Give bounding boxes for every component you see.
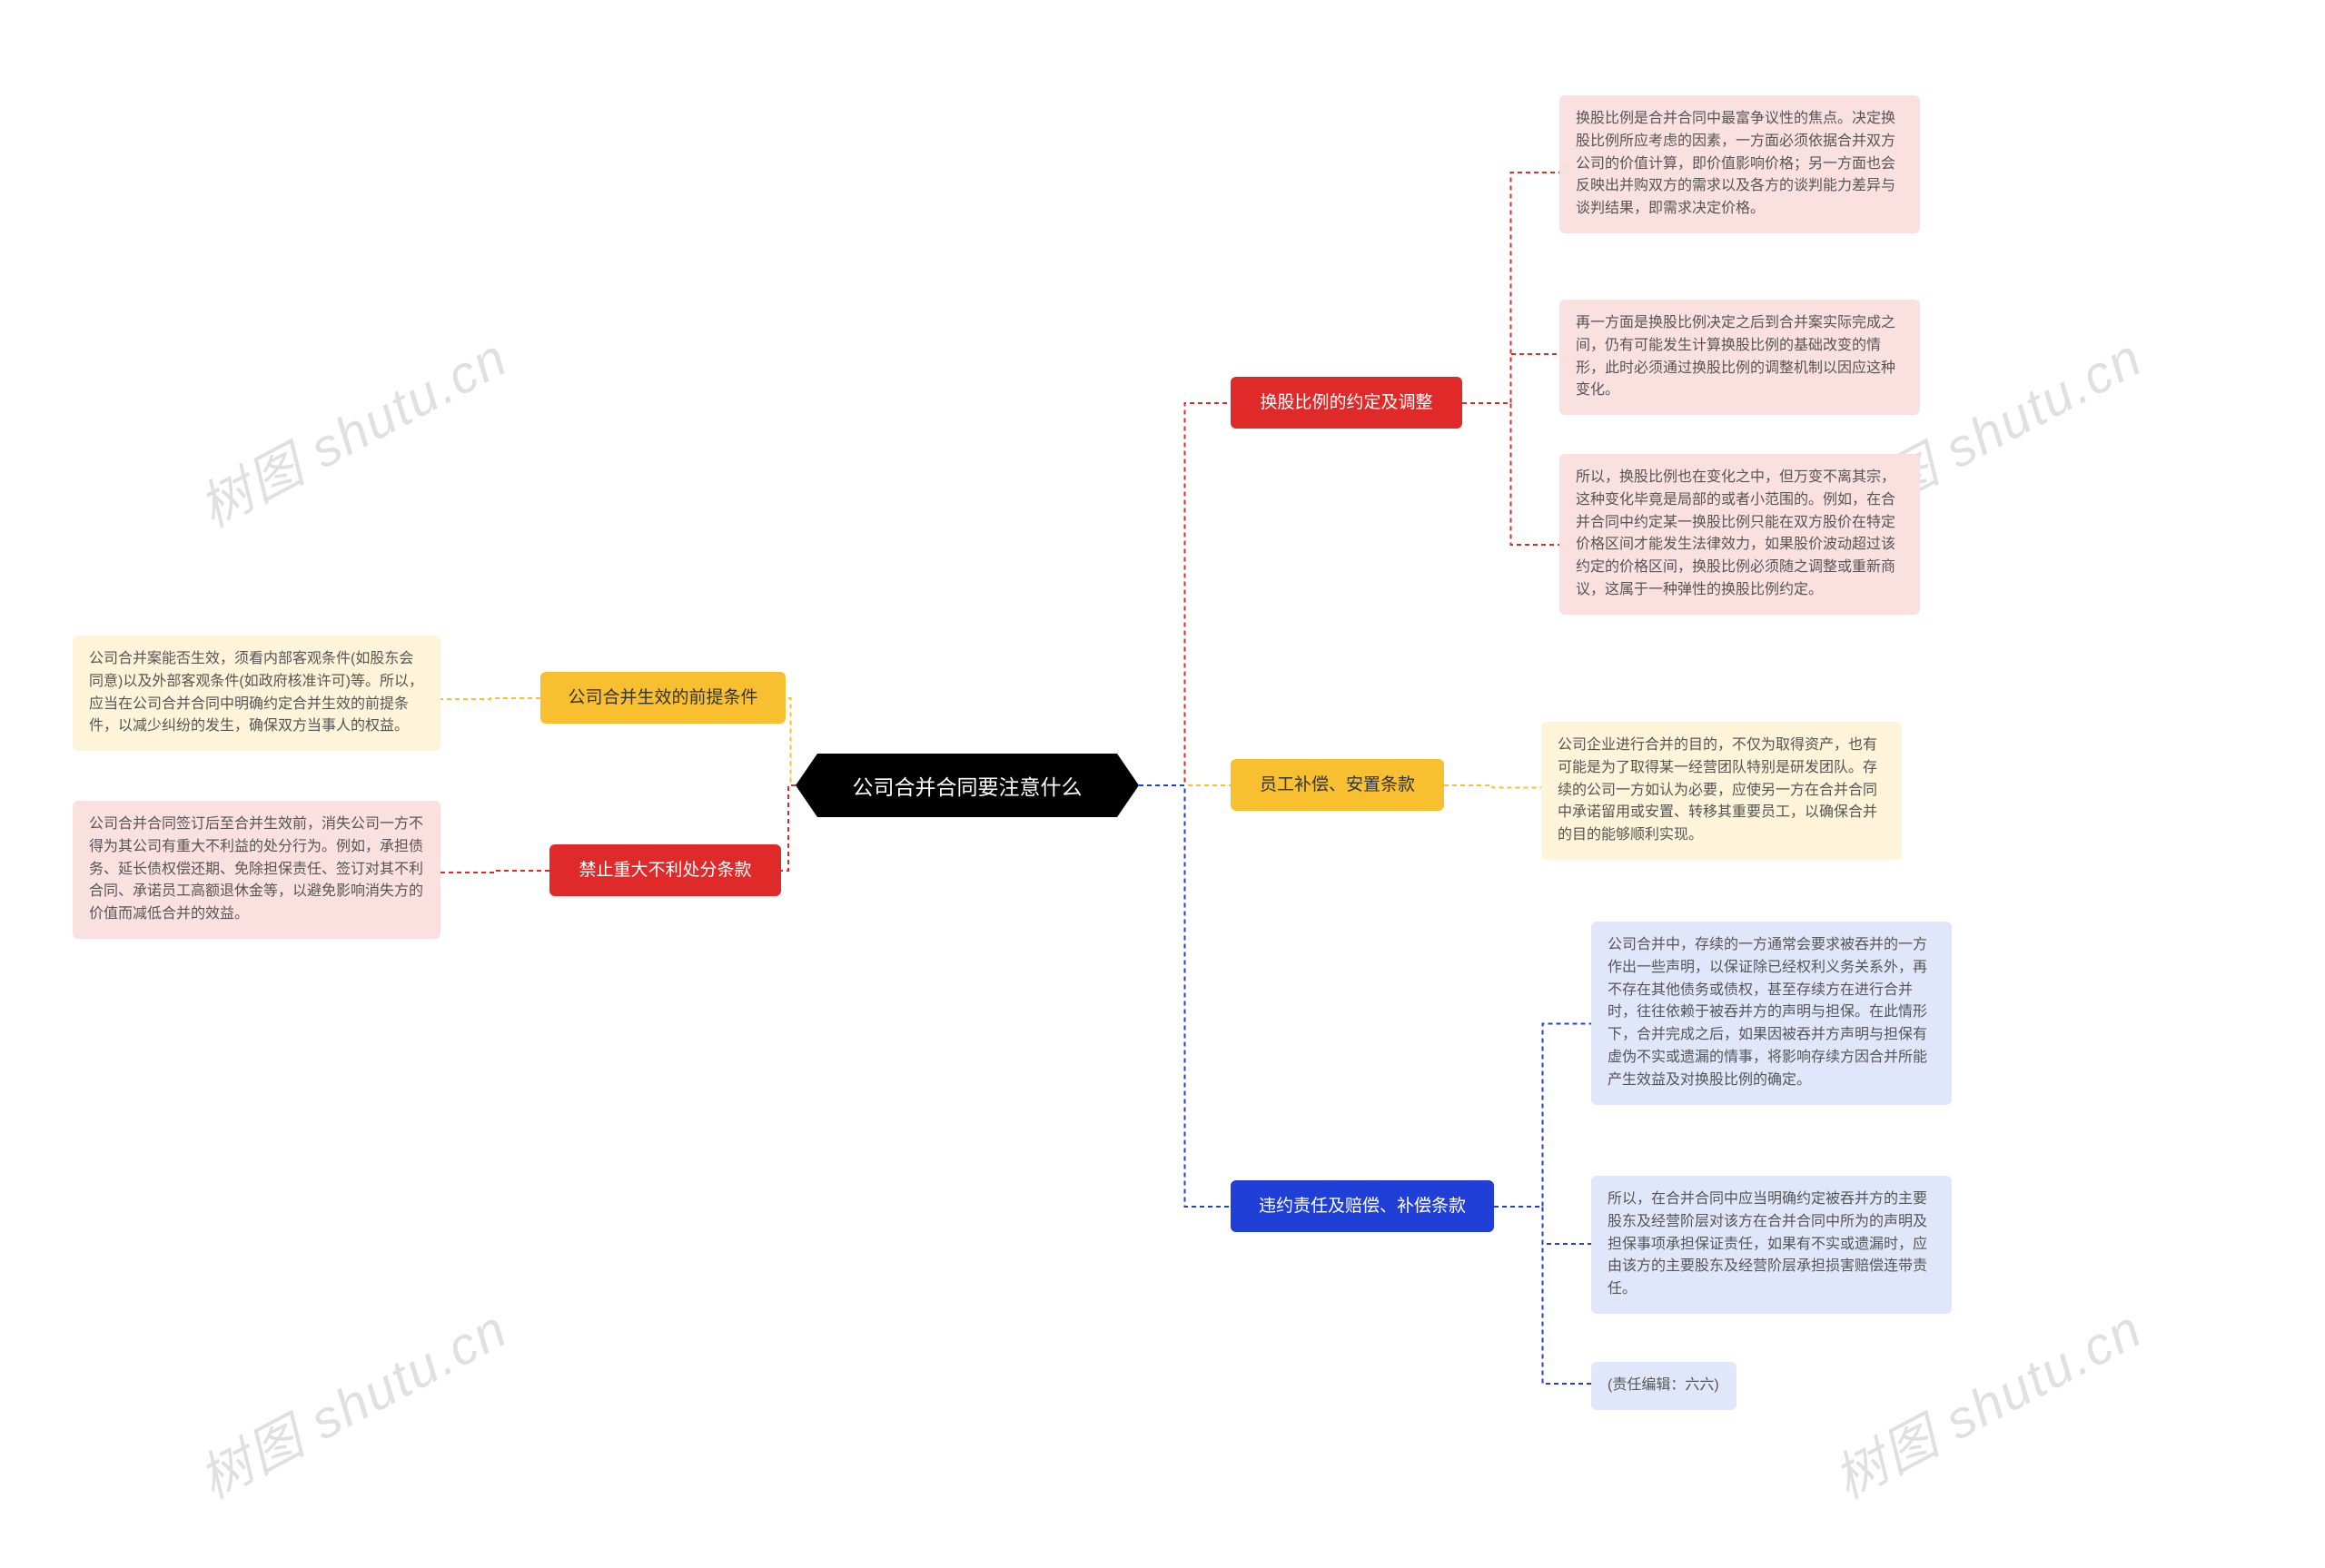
branch-node: 违约责任及赔偿、补偿条款 xyxy=(1231,1180,1494,1232)
watermark: 树图 shutu.cn xyxy=(1818,1287,2153,1513)
leaf-node: 公司企业进行合并的目的，不仅为取得资产，也有可能是为了取得某一经营团队特别是研发… xyxy=(1541,722,1902,860)
branch-node: 员工补偿、安置条款 xyxy=(1231,759,1444,811)
watermark: 树图 shutu.cn xyxy=(183,315,519,541)
leaf-node: (责任编辑：六六) xyxy=(1591,1362,1736,1410)
branch-node: 公司合并生效的前提条件 xyxy=(540,672,786,724)
leaf-node: 换股比例是合并合同中最富争议性的焦点。决定换股比例所应考虑的因素，一方面必须依据… xyxy=(1559,95,1920,233)
leaf-node: 所以，换股比例也在变化之中，但万变不离其宗，这种变化毕竟是局部的或者小范围的。例… xyxy=(1559,454,1920,615)
watermark: 树图 shutu.cn xyxy=(183,1287,519,1513)
leaf-node: 所以，在合并合同中应当明确约定被吞并方的主要股东及经营阶层对该方在合并合同中所为… xyxy=(1591,1176,1952,1314)
leaf-node: 再一方面是换股比例决定之后到合并案实际完成之间，仍有可能发生计算换股比例的基础改… xyxy=(1559,300,1920,415)
mindmap-canvas: 树图 shutu.cn树图 shutu.cn树图 shutu.cn树图 shut… xyxy=(0,0,2325,1568)
leaf-node: 公司合并合同签订后至合并生效前，消失公司一方不得为其公司有重大不利益的处分行为。… xyxy=(73,801,440,939)
leaf-node: 公司合并案能否生效，须看内部客观条件(如股东会同意)以及外部客观条件(如政府核准… xyxy=(73,636,440,751)
leaf-node: 公司合并中，存续的一方通常会要求被吞并的一方作出一些声明，以保证除已经权利义务关… xyxy=(1591,922,1952,1105)
root-node: 公司合并合同要注意什么 xyxy=(817,754,1117,817)
branch-node: 禁止重大不利处分条款 xyxy=(549,844,781,896)
branch-node: 换股比例的约定及调整 xyxy=(1231,377,1462,429)
